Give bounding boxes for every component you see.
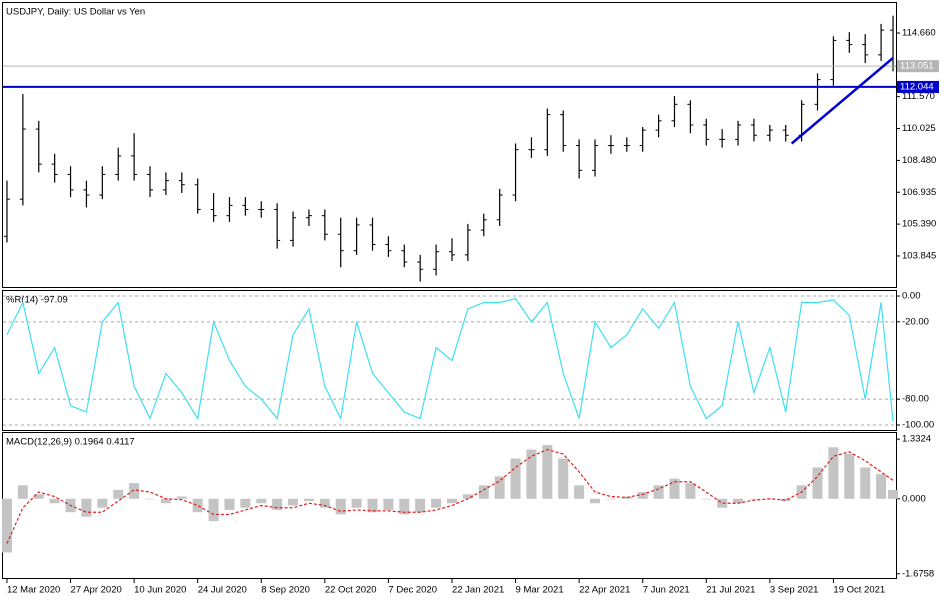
wpr-line [6, 297, 894, 422]
y-tick-label: 1.3324 [902, 434, 931, 445]
macd-bar [637, 492, 648, 499]
macd-bar [748, 498, 759, 500]
macd-bar [574, 485, 585, 499]
y-tick-label: 103.845 [902, 250, 936, 261]
x-tick-label: 8 Sep 2020 [261, 585, 310, 596]
macd-bar [462, 494, 473, 499]
x-tick-label: 7 Dec 2020 [388, 585, 437, 596]
y-tick-label: 111.570 [902, 91, 935, 102]
y-tick-label: 110.025 [902, 123, 936, 134]
macd-bar [272, 498, 283, 510]
macd-bar [129, 483, 140, 499]
x-tick-label: 7 Jun 2021 [643, 585, 690, 596]
macd-bar [303, 498, 314, 502]
macd-bar [685, 483, 696, 499]
x-tick-label: 10 Jun 2020 [134, 585, 186, 596]
macd-bar [33, 494, 44, 499]
macd-bar [669, 478, 680, 499]
macd-bar [478, 485, 489, 499]
macd-bar [224, 498, 235, 510]
x-tick-label: 9 Mar 2021 [516, 585, 564, 596]
macd-bar [828, 447, 839, 499]
macd-bar [510, 458, 521, 499]
macd-bar [97, 498, 108, 508]
macd-bar [860, 467, 871, 499]
macd-bar [240, 498, 251, 508]
macd-bar [431, 498, 442, 508]
x-tick-label: 3 Sep 2021 [770, 585, 819, 596]
y-tick-label: 0.00 [902, 291, 921, 302]
macd-bar [605, 498, 616, 500]
wpr-frame [2, 290, 897, 431]
panel-title: USDJPY, Daily: US Dollar vs Yen [6, 7, 145, 18]
price-label-box [897, 80, 939, 93]
price-frame [2, 2, 897, 288]
macd-bar [319, 498, 330, 508]
y-tick-label: 114.660 [902, 28, 936, 39]
macd-bar [526, 449, 537, 499]
x-tick-label: 21 Jul 2021 [706, 585, 755, 596]
macd-bar [733, 498, 744, 504]
panel-title: %R(14) -97.09 [6, 295, 68, 306]
macd-bar [542, 445, 553, 499]
x-tick-label: 24 Jul 2020 [198, 585, 247, 596]
macd-bar [653, 485, 664, 499]
macd-bar [383, 498, 394, 510]
macd-bar [717, 498, 728, 508]
y-tick-label: -20.00 [902, 316, 929, 327]
macd-bar [367, 498, 378, 513]
macd-bar [192, 498, 203, 513]
macd-bar [812, 467, 823, 499]
y-tick-label: 0.000 [902, 493, 926, 504]
y-tick-label: -100.00 [902, 419, 934, 430]
signal-line [6, 448, 894, 544]
macd-bar [288, 498, 299, 506]
y-tick-label: 106.935 [902, 187, 936, 198]
macd-bar [113, 489, 124, 499]
x-tick-label: 27 Apr 2020 [71, 585, 122, 596]
macd-bar [590, 498, 601, 504]
macd-bar [1, 498, 12, 553]
macd-bar [876, 474, 887, 499]
y-tick-label: 108.480 [902, 155, 936, 166]
x-tick-label: 22 Oct 2020 [325, 585, 377, 596]
panel-title: MACD(12,26,9) 0.1964 0.4117 [6, 437, 135, 448]
macd-bar [335, 498, 346, 515]
macd-bar [415, 498, 426, 513]
y-tick-label: -80.00 [902, 394, 929, 405]
trend-line [790, 56, 894, 145]
macd-bar [49, 498, 60, 504]
x-tick-label: 19 Oct 2021 [833, 585, 885, 596]
macd-bar [145, 498, 156, 500]
macd-bar [399, 498, 410, 515]
macd-bar [701, 498, 712, 500]
y-tick-label: -1.6758 [902, 568, 934, 579]
macd-bar [208, 498, 219, 522]
macd-bar [844, 454, 855, 499]
price-label: 112.044 [900, 81, 934, 92]
macd-bar [176, 496, 187, 499]
macd-bar [17, 485, 28, 499]
macd-frame [2, 432, 897, 579]
macd-bar [446, 498, 457, 504]
macd-bar [558, 458, 569, 499]
price-label: 113.051 [900, 61, 934, 72]
macd-bar [888, 489, 899, 499]
macd-bar [621, 496, 632, 499]
x-tick-label: 22 Apr 2021 [579, 585, 630, 596]
macd-bar [780, 498, 791, 502]
y-tick-label: 105.390 [902, 219, 936, 230]
macd-bar [494, 476, 505, 499]
macd-bar [256, 498, 267, 504]
x-tick-label: 12 Mar 2020 [7, 585, 60, 596]
macd-bar [81, 498, 92, 517]
macd-bar [160, 498, 171, 504]
x-tick-label: 22 Jan 2021 [452, 585, 504, 596]
price-label-box [897, 60, 939, 73]
macd-bar [351, 498, 362, 508]
